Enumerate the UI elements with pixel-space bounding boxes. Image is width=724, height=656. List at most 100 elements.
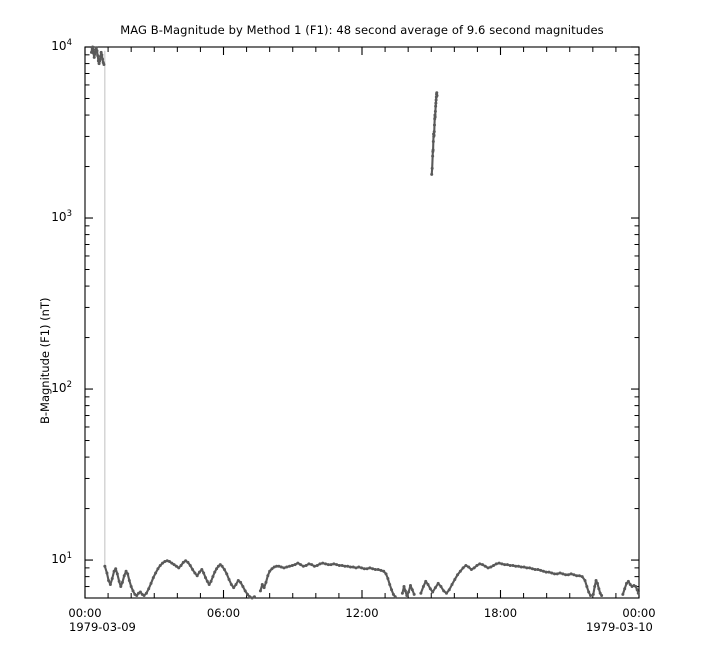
data-point — [95, 49, 99, 53]
data-point — [597, 587, 601, 591]
data-point — [598, 591, 602, 595]
data-point — [550, 571, 554, 575]
data-point — [252, 595, 256, 599]
data-point — [384, 572, 388, 576]
data-point — [170, 561, 174, 565]
data-point — [376, 568, 380, 572]
data-point — [200, 568, 204, 572]
data-point — [566, 573, 570, 577]
data-point — [585, 585, 589, 589]
data-point — [114, 567, 118, 571]
data-point — [433, 109, 437, 113]
data-point — [144, 591, 148, 595]
data-point — [475, 563, 479, 567]
series-line — [103, 559, 256, 600]
data-point — [572, 573, 576, 577]
data-point — [107, 578, 111, 582]
data-point — [268, 569, 272, 573]
data-point — [138, 590, 142, 594]
data-point — [236, 578, 240, 582]
data-point — [100, 53, 104, 57]
data-point — [456, 573, 460, 577]
data-point — [91, 47, 95, 51]
data-point — [213, 570, 217, 574]
data-point — [232, 586, 236, 590]
data-point — [625, 581, 629, 585]
data-point — [357, 565, 361, 569]
data-point — [528, 566, 532, 570]
data-point — [386, 577, 390, 581]
x-tick-label: 18:00 — [483, 606, 518, 620]
data-point — [431, 148, 435, 152]
data-point — [431, 154, 435, 158]
data-point — [403, 589, 407, 593]
data-point — [432, 133, 436, 137]
data-point — [393, 595, 397, 599]
data-point — [558, 571, 562, 575]
data-point — [99, 50, 103, 54]
data-point — [165, 559, 169, 563]
data-point — [412, 592, 416, 596]
data-point — [593, 585, 597, 589]
data-point — [229, 582, 233, 586]
data-point — [400, 591, 404, 595]
data-point — [431, 590, 435, 594]
data-point — [172, 563, 176, 567]
data-point — [312, 564, 316, 568]
data-point — [239, 580, 243, 584]
data-point — [266, 574, 270, 578]
data-point — [517, 564, 521, 568]
data-point — [272, 565, 276, 569]
data-point — [430, 172, 434, 176]
data-point — [250, 596, 254, 600]
data-point — [98, 59, 102, 63]
data-point — [508, 563, 512, 567]
data-point — [525, 566, 529, 570]
data-point — [154, 571, 158, 575]
data-point — [227, 577, 231, 581]
data-point — [621, 592, 625, 596]
data-point — [340, 563, 344, 567]
page-title: MAG B-Magnitude by Method 1 (F1): 48 sec… — [120, 23, 604, 37]
data-point — [220, 564, 224, 568]
data-point — [181, 560, 185, 564]
data-point — [469, 568, 473, 572]
data-point — [101, 57, 105, 61]
data-point — [301, 564, 305, 568]
x-tick-label: 12:00 — [345, 606, 379, 620]
axis-ticks — [84, 46, 640, 599]
data-point — [583, 578, 587, 582]
data-point — [270, 567, 274, 571]
data-point — [193, 571, 197, 575]
data-point — [188, 563, 192, 567]
data-point — [211, 575, 215, 579]
data-point — [332, 562, 336, 566]
data-point — [167, 560, 171, 564]
data-series — [89, 45, 640, 600]
data-point — [163, 560, 167, 564]
data-point — [246, 592, 250, 596]
data-point — [494, 562, 498, 566]
data-point — [310, 563, 314, 567]
data-point — [371, 567, 375, 571]
data-point — [177, 566, 181, 570]
data-point — [184, 559, 188, 563]
data-point — [277, 564, 281, 568]
data-point — [628, 582, 632, 586]
data-point — [117, 579, 121, 583]
data-point — [248, 595, 252, 599]
data-point — [279, 565, 283, 569]
data-point — [450, 582, 454, 586]
data-point — [124, 569, 128, 573]
data-point — [505, 563, 509, 567]
data-point — [135, 594, 139, 598]
data-point — [435, 91, 439, 95]
data-point — [161, 561, 165, 565]
data-point — [547, 570, 551, 574]
data-point — [373, 568, 377, 572]
data-point — [410, 588, 414, 592]
data-point — [262, 586, 266, 590]
x-tick-label: 00:00 — [622, 606, 656, 620]
